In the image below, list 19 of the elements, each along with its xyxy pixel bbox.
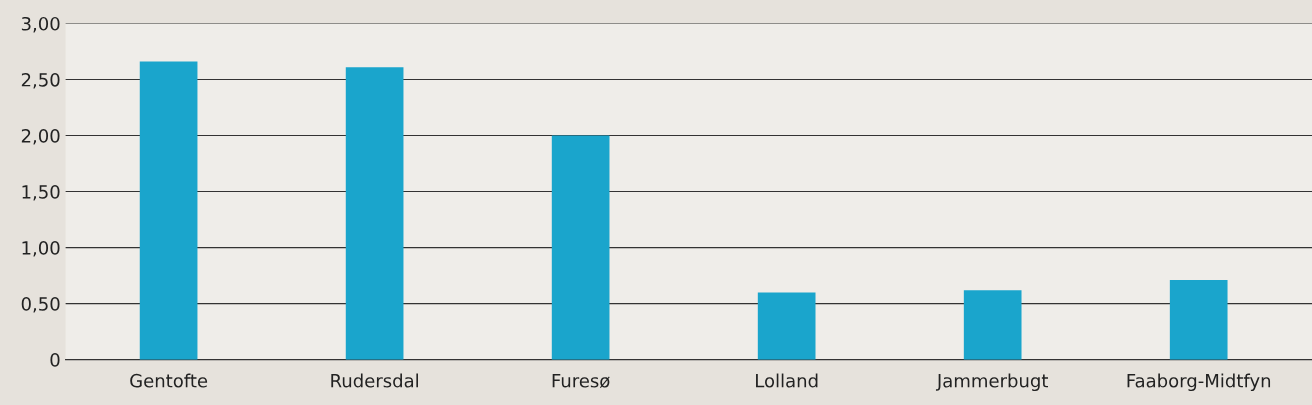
x-tick-label: Furesø: [552, 374, 610, 389]
bar: [551, 135, 610, 360]
x-tick-label: Rudersdal: [331, 373, 418, 388]
x-tick-label: Gentofte: [130, 373, 208, 388]
bar: [1169, 280, 1228, 360]
y-tick-label: 1,00: [22, 241, 60, 257]
bar: [345, 67, 404, 360]
y-tick-label: 2,00: [21, 129, 60, 145]
y-tick-label: 0,50: [21, 297, 60, 313]
x-tick-label: Jammerbugt: [935, 373, 1049, 391]
x-tick-label: Faaborg-Midtfyn: [1127, 373, 1271, 391]
x-tick-label: Lolland: [756, 373, 818, 388]
bar: [139, 61, 198, 360]
y-tick-label: 2,50: [21, 72, 60, 89]
y-tick-label: 3,00: [21, 16, 60, 33]
y-tick-label: 1,50: [22, 185, 60, 201]
bar: [963, 290, 1022, 360]
bar: [757, 292, 816, 360]
y-tick-label: 0: [50, 353, 60, 367]
